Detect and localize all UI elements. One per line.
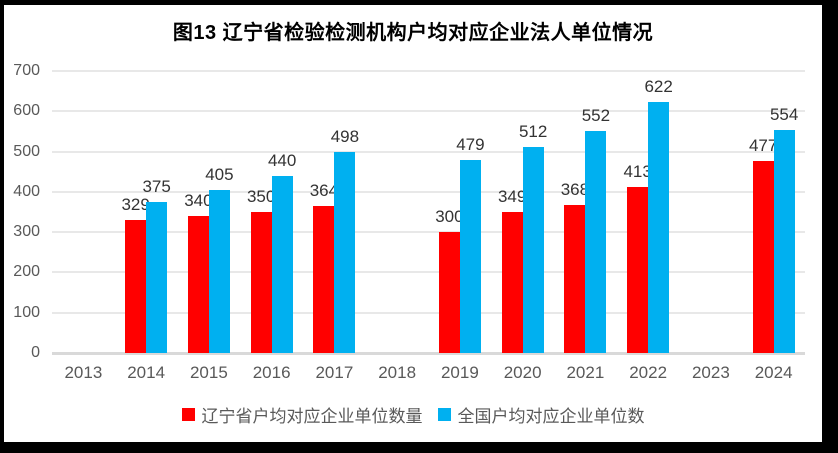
bar-value-label: 405 bbox=[205, 164, 234, 184]
x-axis-tick-label: 2017 bbox=[315, 363, 354, 382]
gridline bbox=[52, 311, 805, 314]
bar-value-label: 300 bbox=[435, 207, 464, 227]
bar-value-label: 552 bbox=[581, 105, 611, 125]
bar-value-label: 368 bbox=[560, 179, 590, 199]
legend-label-liaoning: 辽宁省户均对应企业单位数量 bbox=[201, 407, 423, 426]
bar-value-label: 413 bbox=[623, 161, 652, 181]
x-axis-tick-label: 2013 bbox=[64, 363, 103, 382]
bar-value-label: 375 bbox=[142, 176, 171, 196]
bar-value-label: 622 bbox=[644, 77, 673, 97]
x-axis-tick-label: 2015 bbox=[189, 363, 228, 382]
y-axis-tick-label: 100 bbox=[13, 303, 40, 321]
bar-liaoning bbox=[125, 220, 147, 353]
chart-title: 图13 辽宁省检验检测机构户均对应企业法人单位情况 bbox=[172, 22, 654, 44]
legend-item-national: 全国户均对应企业单位数 bbox=[437, 402, 645, 427]
gridline bbox=[52, 271, 805, 274]
x-axis-tick-label: 2020 bbox=[503, 363, 542, 382]
bar-national bbox=[146, 201, 168, 353]
bar-value-label: 329 bbox=[121, 195, 150, 215]
legend-label-national: 全国户均对应企业单位数 bbox=[457, 407, 645, 426]
bar-liaoning bbox=[187, 216, 209, 353]
bar-liaoning bbox=[313, 206, 335, 353]
y-axis-tick-label: 700 bbox=[13, 62, 40, 79]
bar-national bbox=[459, 160, 481, 353]
x-axis-tick-label: 2016 bbox=[252, 363, 291, 382]
x-axis-tick-label: 2024 bbox=[754, 363, 793, 382]
x-axis-tick-label: 2014 bbox=[127, 363, 166, 382]
plot-area: 0 100 200 300 400 500 600 700 2013 2014 329 375 2015… bbox=[4, 5, 822, 442]
legend-swatch-national-icon bbox=[437, 408, 451, 421]
bar-national bbox=[773, 129, 795, 353]
bar-value-label: 477 bbox=[748, 135, 778, 155]
bar-value-label: 498 bbox=[330, 127, 360, 147]
y-axis-tick-label: 600 bbox=[13, 102, 40, 120]
bar-national bbox=[208, 189, 230, 353]
bar-value-label: 349 bbox=[497, 187, 527, 207]
bar-value-label: 440 bbox=[267, 150, 297, 170]
bar-national bbox=[271, 175, 293, 353]
y-axis-tick-label: 300 bbox=[13, 223, 40, 241]
bar-liaoning bbox=[564, 204, 586, 353]
bar-value-label: 340 bbox=[184, 191, 213, 211]
x-axis-line bbox=[52, 352, 805, 355]
gridline bbox=[52, 231, 805, 234]
bar-liaoning bbox=[250, 212, 272, 353]
gridline bbox=[52, 70, 805, 72]
bar-liaoning bbox=[438, 232, 460, 353]
bar-national bbox=[585, 130, 607, 353]
gridline bbox=[52, 110, 805, 113]
bar-liaoning bbox=[752, 160, 774, 353]
legend: 辽宁省户均对应企业单位数量 全国户均对应企业单位数 bbox=[4, 402, 822, 427]
x-axis-tick-label: 2018 bbox=[378, 363, 417, 382]
x-axis-tick-label: 2019 bbox=[440, 363, 479, 382]
legend-swatch-liaoning-icon bbox=[181, 408, 195, 421]
bar-value-label: 350 bbox=[246, 187, 276, 206]
bar-national bbox=[648, 102, 670, 353]
legend-item-liaoning: 辽宁省户均对应企业单位数量 bbox=[181, 402, 423, 427]
chart-canvas: 图13 辽宁省检验检测机构户均对应企业法人单位情况 0 100 200 300 400 5… bbox=[4, 5, 822, 442]
bar-value-label: 479 bbox=[456, 135, 485, 155]
gridline bbox=[52, 150, 805, 153]
bar-value-label: 364 bbox=[309, 181, 339, 201]
bar-liaoning bbox=[501, 212, 523, 353]
y-axis-tick-label: 0 bbox=[31, 344, 40, 361]
x-axis-tick-label: 2022 bbox=[629, 363, 668, 382]
y-axis-tick-label: 500 bbox=[13, 142, 40, 160]
bar-value-label: 554 bbox=[769, 104, 799, 124]
bar-liaoning bbox=[627, 186, 649, 353]
bar-national bbox=[522, 146, 544, 353]
x-axis-tick-label: 2023 bbox=[691, 363, 730, 382]
x-axis-tick-label: 2021 bbox=[566, 363, 605, 382]
y-axis-tick-label: 200 bbox=[13, 263, 40, 281]
gridline bbox=[52, 190, 805, 193]
bar-national bbox=[334, 152, 356, 353]
bar-value-label: 512 bbox=[518, 121, 548, 141]
y-axis-tick-label: 400 bbox=[13, 182, 40, 200]
